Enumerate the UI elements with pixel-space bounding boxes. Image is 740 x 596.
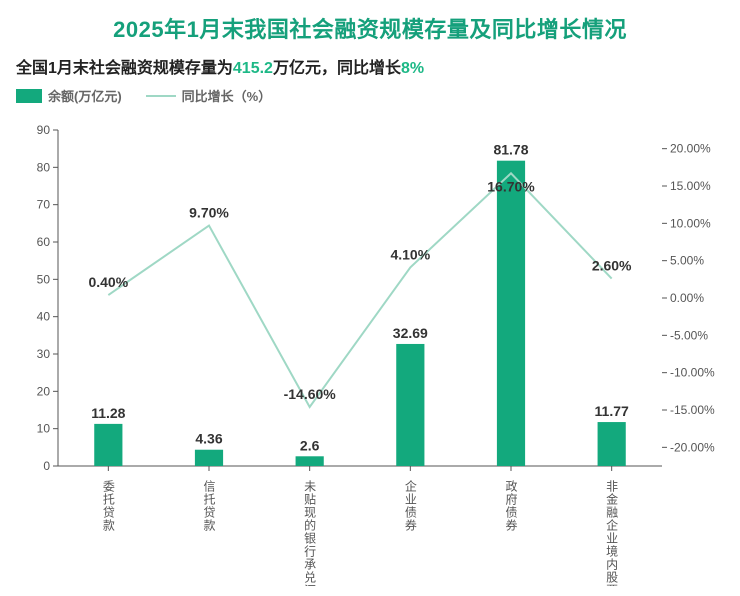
legend-bar: 余额(万亿元)	[16, 86, 122, 105]
legend-line-swatch	[146, 95, 176, 97]
chart-title: 2025年1月末我国社会融资规模存量及同比增长情况	[10, 12, 730, 44]
svg-text:10: 10	[37, 422, 51, 436]
bar-data-label: 32.69	[393, 325, 428, 341]
legend-bar-label: 余额(万亿元)	[48, 86, 122, 105]
svg-text:20: 20	[37, 384, 51, 398]
svg-text:15.00%: 15.00%	[670, 179, 711, 193]
svg-text:60: 60	[37, 235, 51, 249]
line-data-label: 2.60%	[592, 258, 632, 274]
legend-line-label: 同比增长（%）	[182, 86, 272, 105]
line-data-label: 0.40%	[88, 274, 128, 290]
line-data-label: 4.10%	[390, 246, 430, 262]
x-category-label: 企业债券	[403, 479, 417, 532]
svg-text:70: 70	[37, 198, 51, 212]
chart-area: 0 10 20 30 40 50 60 70 80 90 -20.00% -15.00% -10.00%…	[10, 110, 730, 586]
bar	[598, 422, 626, 466]
bar	[396, 344, 424, 466]
bar-data-label: 81.78	[493, 142, 528, 158]
chart-subtitle: 全国1月末社会融资规模存量为415.2万亿元，同比增长8%	[10, 54, 730, 78]
svg-text:5.00%: 5.00%	[670, 254, 704, 268]
bar	[94, 424, 122, 466]
chart-svg: 0 10 20 30 40 50 60 70 80 90 -20.00% -15.00% -10.00%…	[10, 110, 730, 586]
bar	[195, 450, 223, 466]
svg-text:80: 80	[37, 160, 51, 174]
svg-text:-20.00%: -20.00%	[670, 440, 715, 454]
bar-data-label: 2.6	[300, 437, 320, 453]
x-category-label: 非金融企业境内股票	[605, 480, 619, 586]
x-category-label: 政府债券	[504, 480, 518, 532]
svg-text:50: 50	[37, 272, 51, 286]
chart-container: 2025年1月末我国社会融资规模存量及同比增长情况 全国1月末社会融资规模存量为…	[0, 0, 740, 596]
bar-data-label: 4.36	[195, 431, 222, 447]
line-series	[108, 173, 611, 407]
legend: 余额(万亿元) 同比增长（%）	[10, 86, 730, 105]
subtitle-value1: 415.2	[233, 60, 273, 77]
subtitle-mid: 万亿元，同比增长	[273, 60, 401, 77]
bar	[296, 456, 324, 466]
bar-data-label: 11.28	[91, 405, 125, 421]
svg-text:0.00%: 0.00%	[670, 291, 704, 305]
x-category-label: 委托贷款	[101, 480, 115, 532]
bar	[497, 161, 525, 466]
svg-text:40: 40	[37, 310, 51, 324]
x-category-label: 信托贷款	[202, 480, 216, 532]
svg-text:30: 30	[37, 347, 51, 361]
line-data-label: 9.70%	[189, 205, 229, 221]
subtitle-prefix: 全国1月末社会融资规模存量为	[16, 60, 233, 77]
svg-text:0: 0	[43, 459, 50, 473]
line-data-label: 16.70%	[487, 178, 535, 194]
x-category-label: 未贴现的银行承兑汇票	[303, 480, 317, 586]
svg-text:-15.00%: -15.00%	[670, 403, 715, 417]
svg-text:-5.00%: -5.00%	[670, 328, 708, 342]
svg-text:20.00%: 20.00%	[670, 142, 711, 156]
legend-line: 同比增长（%）	[146, 86, 272, 105]
subtitle-value2: 8%	[401, 60, 424, 77]
bar-data-label: 11.77	[595, 403, 629, 419]
svg-text:90: 90	[37, 123, 51, 137]
legend-bar-swatch	[16, 89, 42, 103]
svg-text:-10.00%: -10.00%	[670, 366, 715, 380]
line-data-label: -14.60%	[284, 386, 337, 402]
svg-text:10.00%: 10.00%	[670, 216, 711, 230]
